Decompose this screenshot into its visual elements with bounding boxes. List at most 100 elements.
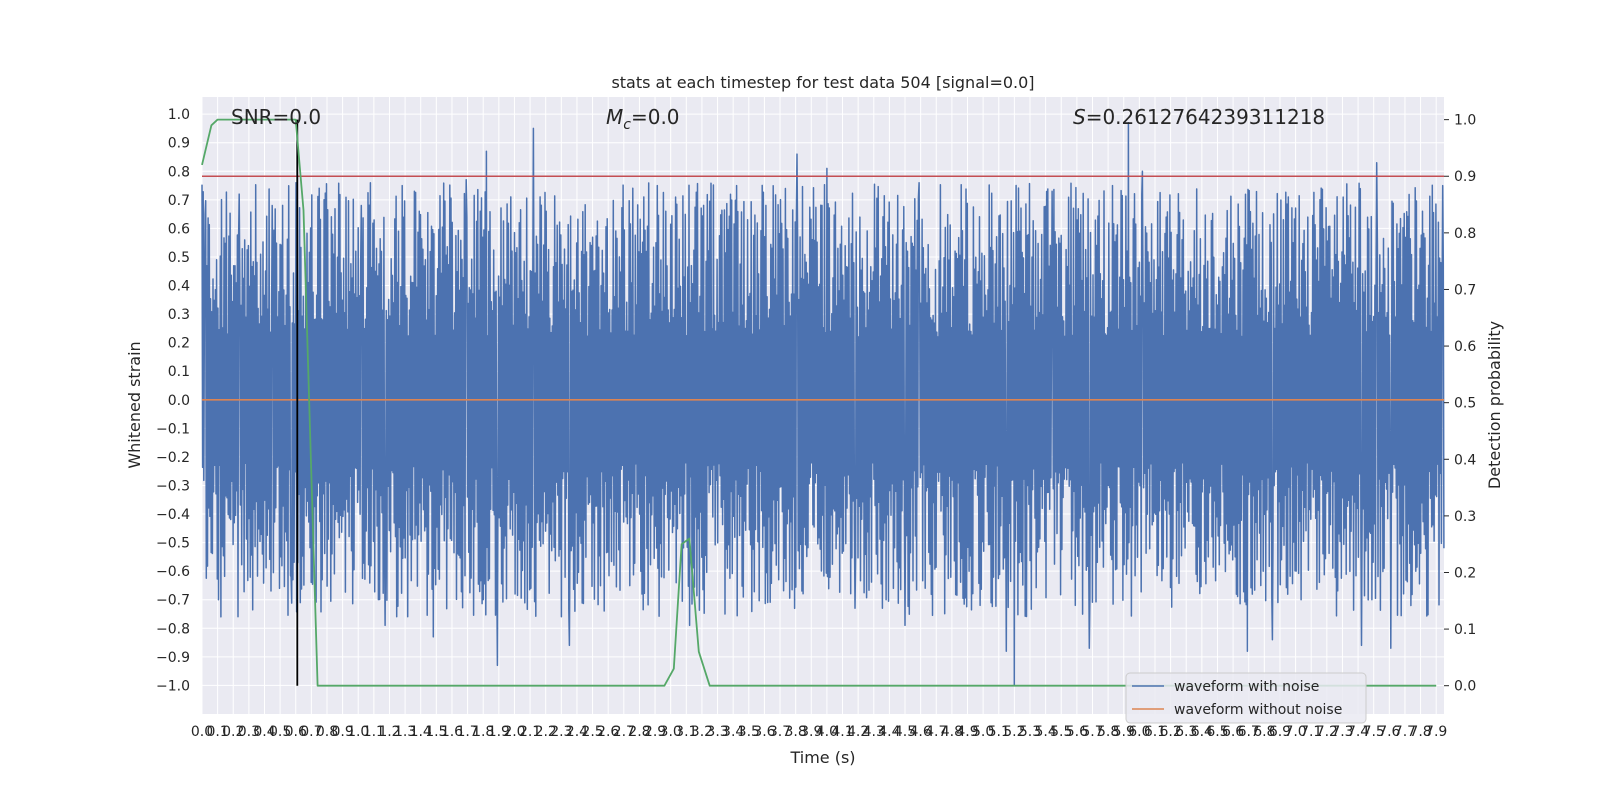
x-tick-label: 5.7 [1081,724,1103,740]
waveform-with-noise-line [201,121,1445,687]
left-y-tick-label: 1.0 [168,107,190,123]
x-tick-label: 2.4 [566,724,588,740]
x-tick-label: 3.8 [785,724,807,740]
x-tick-label: 2.0 [503,724,525,740]
x-tick-label: 0.6 [285,724,307,740]
x-tick-label: 5.0 [972,724,994,740]
x-tick-label: 6.1 [1144,724,1166,740]
statistic-value: =0.2612764239311218 [1086,105,1325,129]
x-tick-label: 1.3 [394,724,416,740]
x-tick-label: 7.3 [1331,724,1353,740]
left-y-tick-label: −0.4 [156,507,190,523]
right-y-tick-label: 1.0 [1454,113,1476,129]
x-tick-label: 5.2 [1003,724,1025,740]
right-y-tick-label: 0.4 [1454,452,1476,468]
right-y-tick-label: 0.1 [1454,622,1476,638]
right-y-tick-label: 0.0 [1454,679,1476,695]
x-tick-label: 4.0 [816,724,838,740]
x-tick-label: 6.3 [1175,724,1197,740]
x-tick-label: 3.5 [738,724,760,740]
x-tick-label: 3.1 [675,724,697,740]
x-tick-label: 2.9 [644,724,666,740]
chirp-mass-subscript: c [623,117,631,133]
legend-box [1125,672,1367,724]
x-tick-label: 2.7 [613,724,635,740]
x-tick-label: 6.4 [1191,724,1213,740]
x-tick-label: 7.1 [1300,724,1322,740]
x-tick-label: 4.3 [863,724,885,740]
right-y-axis-label: Detection probability [1485,321,1504,489]
left-y-tick-label: 0.9 [168,136,190,152]
right-y-tick-label: 0.8 [1454,226,1476,242]
left-y-tick-label: −0.3 [156,478,190,494]
x-tick-label: 2.5 [581,724,603,740]
right-y-tick-label: 0.2 [1454,565,1476,581]
x-tick-label: 0.8 [316,724,338,740]
detection-probability-series [201,118,1444,687]
statistic-symbol: S [1073,105,1086,129]
left-y-tick-label: 0.7 [168,193,190,209]
x-tick-label: 7.6 [1378,724,1400,740]
left-y-tick-label: −0.7 [156,593,190,609]
left-y-tick-label: 0.1 [168,364,190,380]
snr-annotation: SNR=0.0 [231,105,321,129]
x-tick-label: 3.0 [660,724,682,740]
chart-title: stats at each timestep for test data 504… [611,73,1034,92]
left-y-tick-label: −0.1 [156,421,190,437]
left-y-tick-label: 0.8 [168,164,190,180]
chirp-mass-symbol: M [606,105,623,129]
x-tick-label: 1.1 [363,724,385,740]
x-axis-label: Time (s) [789,748,855,767]
x-tick-label: 0.0 [191,724,213,740]
statistic-annotation: S=0.2612764239311218 [1073,105,1325,129]
x-tick-label: 5.6 [1066,724,1088,740]
x-tick-label: 4.1 [831,724,853,740]
legend-label-waveform-with-noise: waveform with noise [1174,679,1319,695]
x-tick-label: 7.4 [1347,724,1369,740]
left-y-tick-label: 0.2 [168,336,190,352]
left-y-tick-label: 0.4 [168,279,190,295]
legend-label-waveform-without-noise: waveform without noise [1174,702,1342,718]
x-tick-label: 5.5 [1050,724,1072,740]
x-tick-label: 2.3 [550,724,572,740]
x-tick-label: 6.2 [1159,724,1181,740]
x-tick-label: 2.6 [597,724,619,740]
chirp-mass-annotation: Mc=0.0 [606,105,680,133]
x-tick-label: 4.4 [878,724,900,740]
x-tick-label: 0.7 [300,724,322,740]
x-tick-label: 1.7 [456,724,478,740]
x-tick-label: 1.8 [472,724,494,740]
x-tick-label: 2.1 [519,724,541,740]
left-y-tick-label: 0.6 [168,221,190,237]
x-tick-label: 0.9 [331,724,353,740]
x-tick-label: 6.6 [1222,724,1244,740]
x-tick-label: 1.6 [441,724,463,740]
left-y-axis-label: Whitened strain [125,341,144,468]
x-tick-label: 7.8 [1409,724,1431,740]
x-tick-label: 7.2 [1316,724,1338,740]
x-tick-label: 5.8 [1097,724,1119,740]
x-tick-label: 7.5 [1363,724,1385,740]
left-y-tick-label: −0.8 [156,621,190,637]
left-y-tick-label: 0.5 [168,250,190,266]
left-y-axis-ticks: 1.0 0.9 0.8 0.7 0.6 0.5 0.4 0.3 0.2 0.1 0.0 −0.1 −0.… [156,107,190,694]
x-tick-label: 6.0 [1128,724,1150,740]
left-y-tick-label: −1.0 [156,678,190,694]
legend: waveform with noise waveform without noi… [1125,672,1367,724]
x-tick-label: 3.2 [691,724,713,740]
left-y-tick-label: −0.2 [156,450,190,466]
x-tick-label: 3.3 [706,724,728,740]
x-tick-label: 6.8 [1253,724,1275,740]
x-tick-label: 1.0 [347,724,369,740]
waveform-with-noise-series [201,121,1445,687]
x-tick-label: 6.5 [1206,724,1228,740]
x-tick-label: 7.0 [1284,724,1306,740]
x-tick-label: 1.4 [410,724,432,740]
detection-probability-line [201,118,1437,687]
x-tick-label: 2.2 [535,724,557,740]
x-tick-label: 4.9 [956,724,978,740]
x-tick-label: 4.5 [894,724,916,740]
x-tick-label: 6.7 [1238,724,1260,740]
